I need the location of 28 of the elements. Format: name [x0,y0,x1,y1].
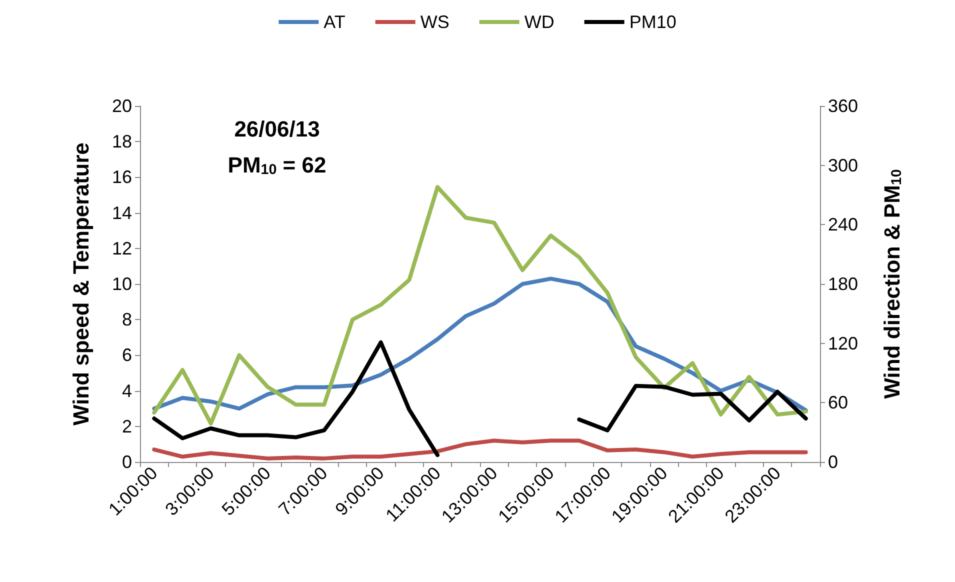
y2-tick-label: 360 [828,96,858,116]
y2-tick-label: 120 [828,333,858,354]
y2-axis-title: Wind direction & PM10 [879,169,905,399]
y-tick-label: 20 [112,96,132,116]
y-tick-label: 12 [112,238,132,258]
y2-tick-label: 60 [828,392,848,413]
y2-tick-label: 240 [828,214,858,235]
line-series [152,438,808,460]
y-tick-label: 2 [122,416,132,436]
y2-tick-label: 180 [828,274,858,294]
y-tick-label: 8 [122,310,132,330]
y2-tick-label: 0 [828,452,838,472]
y-tick-label: 10 [112,274,132,294]
line-series [152,185,808,426]
y-axis-title: Wind speed & Temperature [68,142,94,426]
y-tick-label: 0 [122,452,132,472]
y-tick-label: 4 [122,380,132,401]
annotation: 26/06/13 [234,116,320,142]
y2-tick-label: 300 [828,155,858,176]
y-tick-label: 18 [112,132,132,152]
legend-label: WD [524,12,554,32]
y-tick-label: 6 [122,345,132,366]
y-tick-label: 16 [112,167,132,188]
annotation: PM10 = 62 [228,152,326,178]
legend-label: PM10 [629,12,676,32]
legend-label: WS [420,12,450,32]
legend-label: AT [324,12,346,32]
y-tick-label: 14 [112,202,132,223]
